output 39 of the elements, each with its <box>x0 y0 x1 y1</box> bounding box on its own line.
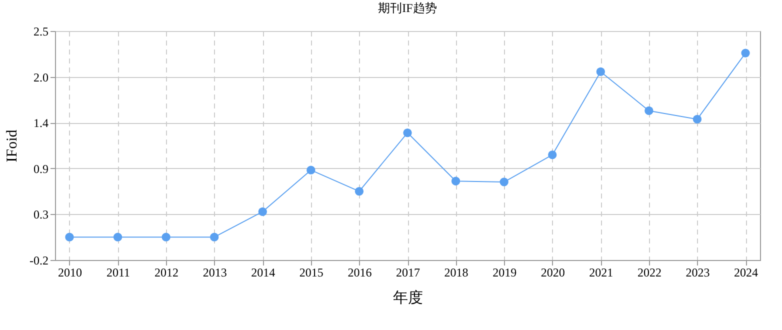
point <box>741 48 750 58</box>
x-tick-label: 2018 <box>444 266 468 280</box>
x-tick-label: 2023 <box>686 266 710 280</box>
y-tick-label: 0.3 <box>34 208 48 222</box>
x-tick-label: 2012 <box>154 266 179 280</box>
x-tick-label: 2015 <box>299 266 324 280</box>
y-tick-label: 2.5 <box>34 24 48 38</box>
y-tick-label: 0.9 <box>34 162 48 176</box>
x-tick-label: 2011 <box>106 266 130 280</box>
x-tick-label: 2020 <box>540 266 565 280</box>
x-tick-label: 2021 <box>589 266 614 280</box>
point <box>548 150 557 160</box>
x-tick-label: 2014 <box>251 266 276 280</box>
point <box>306 166 316 174</box>
x-axis-title: 年度 <box>393 290 423 306</box>
point <box>644 106 654 116</box>
point <box>596 67 605 76</box>
chart-title: 期刊IF趋势 <box>378 1 437 15</box>
y-tick-label: 1.4 <box>34 116 48 130</box>
x-tick-label: 2016 <box>348 266 372 280</box>
x-tick-label: 2019 <box>492 266 517 280</box>
x-tick-label: 2017 <box>396 266 420 280</box>
point <box>451 176 460 186</box>
x-tick-label: 2010 <box>58 266 82 280</box>
y-tick-label: 2.0 <box>34 70 48 84</box>
point <box>692 114 702 124</box>
point <box>162 232 170 242</box>
y-axis-title: IFoid <box>4 129 21 162</box>
point <box>354 186 364 196</box>
x-tick-label: 2022 <box>637 266 662 280</box>
point <box>65 232 74 242</box>
point <box>403 128 412 138</box>
point <box>500 178 508 186</box>
point <box>210 232 219 242</box>
point <box>258 207 267 216</box>
x-tick-label: 2024 <box>734 266 758 280</box>
point <box>113 232 122 242</box>
x-tick-label: 2013 <box>202 266 227 280</box>
y-tick-label: -0.2 <box>30 254 48 268</box>
